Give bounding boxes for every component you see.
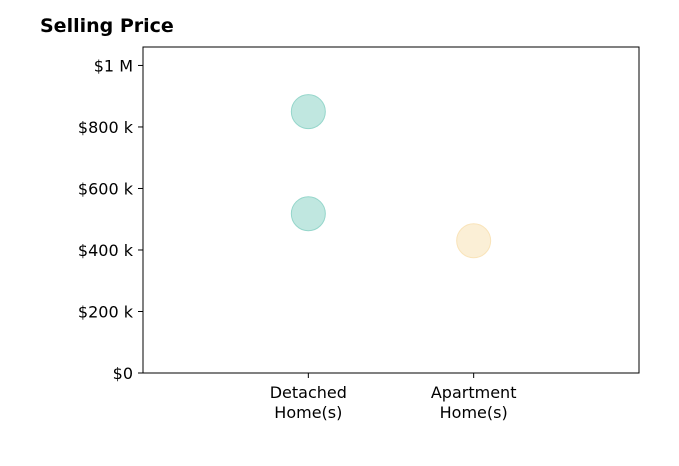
chart-title: Selling Price [40, 15, 174, 37]
data-point [456, 223, 492, 259]
plot-frame [142, 46, 640, 374]
data-point [290, 94, 326, 130]
x-tick-label: Apartment Home(s) [431, 383, 517, 422]
y-tick-label: $0 [113, 364, 133, 383]
y-tick-label: $800 k [78, 118, 134, 137]
x-tick-label: Detached Home(s) [270, 383, 347, 422]
x-tick-label-line: Home(s) [274, 403, 342, 422]
x-tick-label-line: Home(s) [440, 403, 508, 422]
x-tick-label-line: Detached [270, 383, 347, 402]
x-tick-label-line: Apartment [431, 383, 517, 402]
y-tick-label: $600 k [78, 179, 134, 198]
y-tick-label: $400 k [78, 241, 134, 260]
y-tick-label: $1 M [94, 56, 133, 75]
y-tick-label: $200 k [78, 302, 134, 321]
data-point [290, 196, 326, 232]
